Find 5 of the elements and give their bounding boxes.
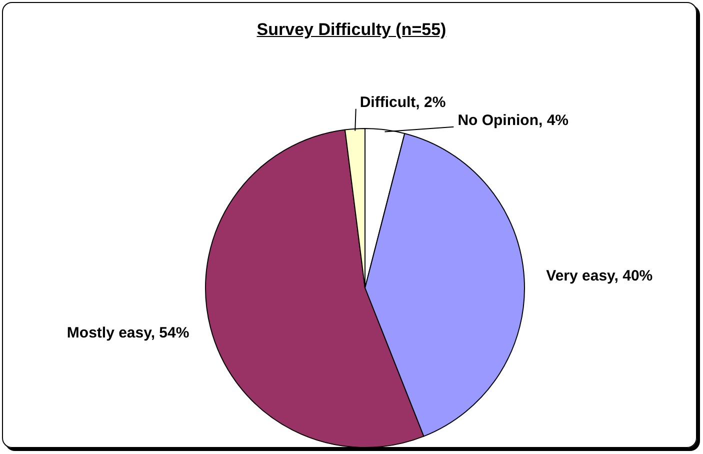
slice-label: Difficult, 2% bbox=[360, 94, 446, 111]
slice-label: No Opinion, 4% bbox=[458, 112, 569, 129]
chart-title: Survey Difficulty (n=55) bbox=[256, 20, 448, 40]
slice-label: Mostly easy, 54% bbox=[66, 324, 190, 342]
slice-label: Very easy, 40% bbox=[546, 268, 653, 285]
